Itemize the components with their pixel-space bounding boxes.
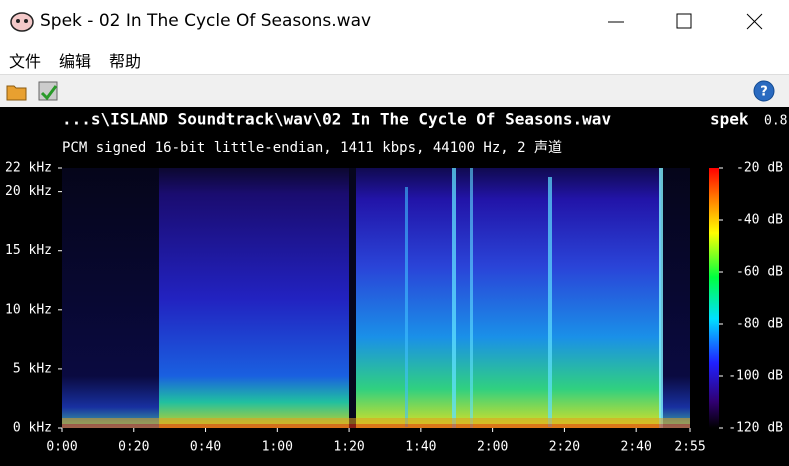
- x-tick-label: 2:55: [674, 440, 705, 455]
- x-tick-label: 1:00: [262, 440, 293, 455]
- window-title: Spek - 02 In The Cycle Of Seasons.wav: [40, 11, 372, 31]
- app-version: 0.8: [764, 114, 787, 129]
- x-tick-label: 1:40: [405, 440, 436, 455]
- y-tick-label: 20 kHz: [5, 184, 52, 199]
- x-tick-label: 0:40: [190, 440, 221, 455]
- menu-help[interactable]: 帮助: [109, 52, 142, 71]
- colorbar-tick-label: -40 dB: [736, 213, 783, 228]
- y-tick-label: 5 kHz: [13, 361, 52, 376]
- app-name: spek: [710, 110, 749, 129]
- colorbar-tick-label: -80 dB: [736, 317, 783, 332]
- colorbar-tick-label: -60 dB: [736, 265, 783, 280]
- colorbar-tick-label: -100 dB: [728, 369, 783, 384]
- toolbar: ?: [0, 74, 789, 107]
- x-tick-label: 0:20: [118, 440, 149, 455]
- file-path: ...s\ISLAND Soundtrack\wav\02 In The Cyc…: [62, 110, 611, 129]
- menu-bar: 文件 编辑 帮助: [0, 44, 789, 72]
- colorbar-tick-label: -20 dB: [736, 161, 783, 176]
- window-controls[interactable]: [600, 0, 789, 42]
- colorbar: [709, 168, 719, 428]
- app-icon: [10, 12, 34, 32]
- title-bar: Spek - 02 In The Cycle Of Seasons.wav: [0, 0, 789, 42]
- x-tick-label: 1:20: [333, 440, 364, 455]
- spectrogram-image: [62, 168, 690, 428]
- x-tick-label: 0:00: [46, 440, 77, 455]
- y-tick-label: 22 kHz: [5, 161, 52, 176]
- help-button[interactable]: ?: [753, 80, 775, 102]
- audio-info: PCM signed 16-bit little-endian, 1411 kb…: [62, 140, 562, 156]
- x-tick-label: 2:00: [477, 440, 508, 455]
- y-tick-label: 0 kHz: [13, 421, 52, 436]
- menu-file[interactable]: 文件: [9, 52, 42, 71]
- save-button[interactable]: [36, 79, 60, 103]
- y-tick-label: 15 kHz: [5, 243, 52, 258]
- colorbar-tick-label: -120 dB: [728, 421, 783, 436]
- spectrogram-view: ...s\ISLAND Soundtrack\wav\02 In The Cyc…: [0, 107, 789, 466]
- svg-text:?: ?: [760, 85, 768, 100]
- open-button[interactable]: [6, 80, 28, 102]
- y-tick-label: 10 kHz: [5, 302, 52, 317]
- x-tick-label: 2:20: [549, 440, 580, 455]
- x-tick-label: 2:40: [621, 440, 652, 455]
- menu-edit[interactable]: 编辑: [59, 52, 92, 71]
